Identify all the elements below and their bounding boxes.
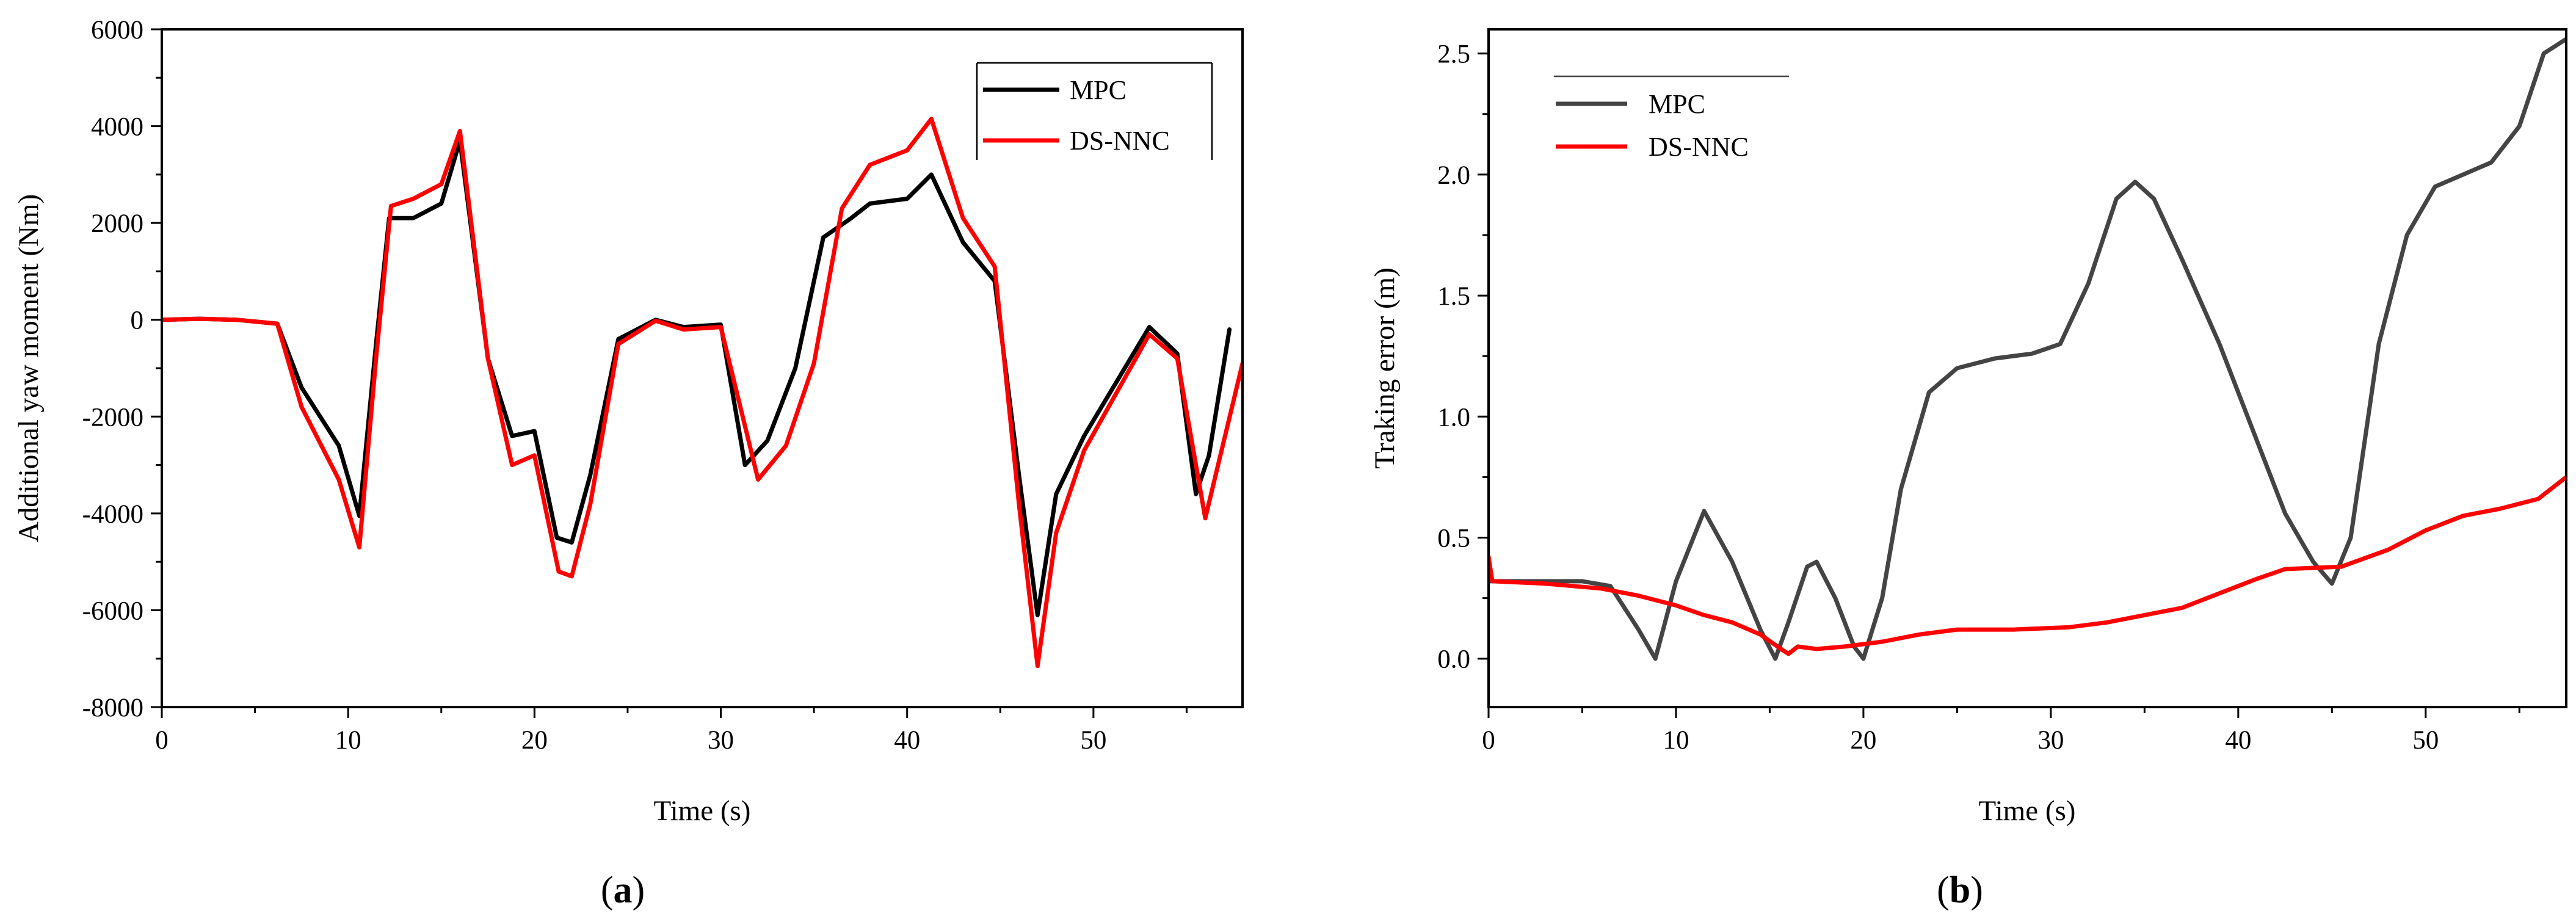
panel-a-yaw-moment-chart: 0 10 20 30 40 50 -8000 -6000 -4000 -2000 0 2000 400… bbox=[13, 16, 1244, 911]
y-axis-title-b: Traking error (m) bbox=[1369, 267, 1401, 469]
x-tick-label-a-1: 10 bbox=[335, 726, 361, 755]
y-tick-label-b-2: 1.0 bbox=[1437, 403, 1470, 432]
legend-b-dsnnc-label: DS-NNC bbox=[1649, 132, 1749, 162]
x-tick-label-a-3: 30 bbox=[708, 726, 734, 755]
x-tick-label-b-0: 0 bbox=[1482, 726, 1495, 755]
x-tick-label-a-4: 40 bbox=[894, 726, 920, 755]
y-tick-label-a-2: -4000 bbox=[82, 500, 143, 529]
y-tick-label-b-5: 2.5 bbox=[1437, 40, 1470, 69]
y-tick-label-a-1: -6000 bbox=[82, 597, 143, 625]
y-tick-label-a-0: -8000 bbox=[82, 694, 143, 722]
panel-label-a: (a) bbox=[601, 869, 645, 911]
series-line-a-mpc bbox=[162, 138, 1232, 617]
x-axis-title-a: Time (s) bbox=[654, 795, 751, 827]
series-line-b-mpc bbox=[1489, 37, 2566, 661]
legend-a-dsnnc-label: DS-NNC bbox=[1070, 126, 1170, 156]
y-tick-label-a-5: 2000 bbox=[91, 209, 143, 238]
y-tick-label-a-3: -2000 bbox=[82, 403, 143, 432]
x-tick-label-b-4: 40 bbox=[2225, 726, 2251, 755]
x-tick-label-a-0: 0 bbox=[155, 726, 169, 755]
x-tick-label-b-5: 50 bbox=[2412, 726, 2439, 755]
plot-frame-b bbox=[1487, 28, 2567, 708]
y-tick-label-a-4: 0 bbox=[131, 307, 144, 335]
y-tick-label-a-6: 4000 bbox=[91, 113, 143, 142]
x-tick-label-b-1: 10 bbox=[1663, 726, 1689, 755]
series-line-a-dsnnc bbox=[162, 117, 1243, 669]
y-tick-label-b-4: 2.0 bbox=[1437, 161, 1470, 190]
series-line-b-dsnnc bbox=[1489, 474, 2566, 656]
legend-b-mpc-label: MPC bbox=[1649, 89, 1705, 119]
x-tick-label-a-5: 50 bbox=[1080, 726, 1106, 755]
y-tick-label-a-7: 6000 bbox=[91, 16, 143, 45]
y-tick-label-b-3: 1.5 bbox=[1437, 282, 1470, 311]
x-tick-label-a-2: 20 bbox=[521, 726, 548, 755]
x-tick-label-b-2: 20 bbox=[1850, 726, 1876, 755]
y-tick-label-b-0: 0.0 bbox=[1437, 645, 1470, 674]
legend-a: MPC DS-NNC bbox=[976, 62, 1213, 160]
legend-b: MPC DS-NNC bbox=[1554, 75, 1789, 162]
x-tick-label-b-3: 30 bbox=[2037, 726, 2064, 755]
panel-b-tracking-error-chart: 0 10 20 30 40 50 0.00.51.01.52.02.5 Time (s) … bbox=[1369, 28, 2567, 911]
y-axis-title-a: Additional yaw moment (Nm) bbox=[13, 194, 45, 542]
x-axis-title-b: Time (s) bbox=[1979, 795, 2076, 827]
y-tick-label-b-1: 0.5 bbox=[1437, 525, 1470, 553]
legend-a-mpc-label: MPC bbox=[1070, 75, 1127, 105]
panel-label-b: (b) bbox=[1937, 869, 1983, 911]
